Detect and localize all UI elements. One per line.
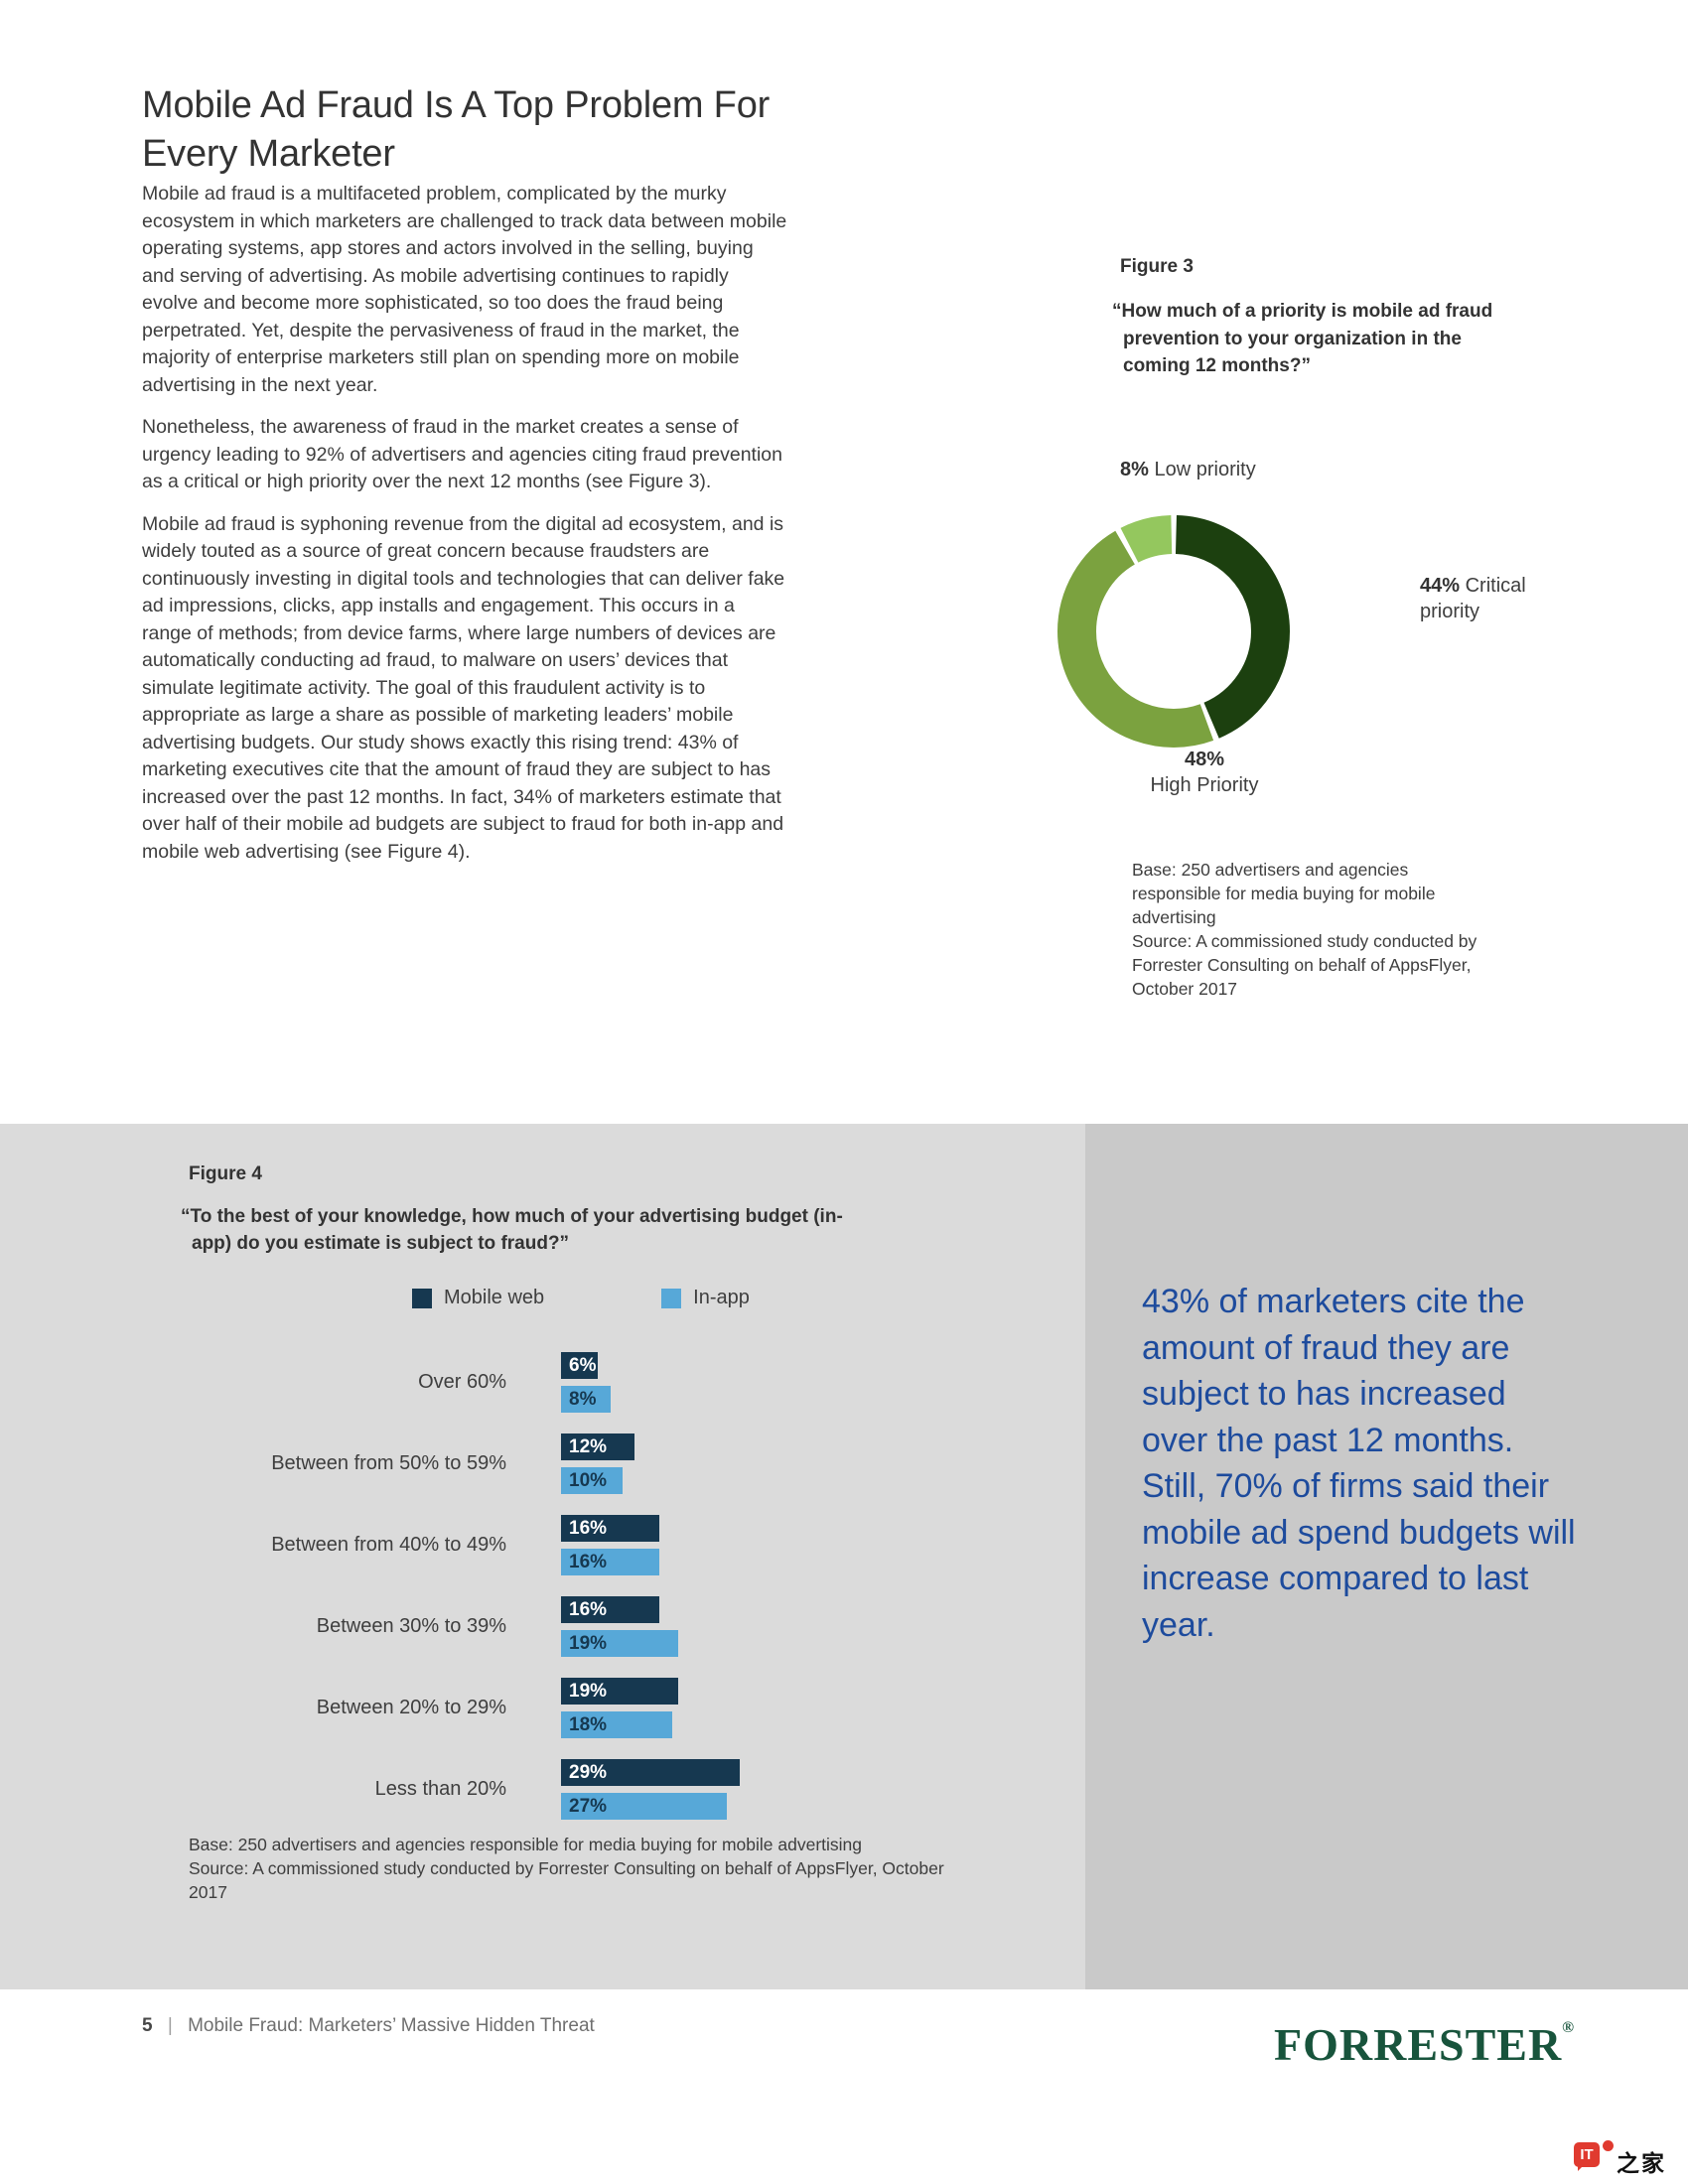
footer-separator: |	[167, 2015, 173, 2036]
body-paragraph: Nonetheless, the awareness of fraud in t…	[142, 416, 782, 492]
donut-label-low-text: Low priority	[1154, 459, 1256, 480]
bar-group-row: Between 30% to 39% 16% 19%	[189, 1596, 1053, 1657]
bar-category-label: Over 60%	[418, 1371, 506, 1393]
legend-item-in-app: In-app	[661, 1287, 750, 1309]
bar-pair: 29% 27%	[561, 1759, 740, 1820]
donut-slice-critical-priority	[1057, 515, 1290, 748]
mobile-web-bar: 6%	[561, 1352, 599, 1379]
page-title: Mobile Ad Fraud Is A Top Problem For Eve…	[142, 84, 771, 175]
bar-group-row: Between 20% to 29% 19% 18%	[189, 1678, 1053, 1738]
donut-label-high-pct: 48%	[1184, 749, 1225, 770]
legend-swatch-icon	[412, 1288, 432, 1308]
registered-mark-icon: ®	[1562, 2019, 1575, 2036]
watermark-badge-icon	[1603, 2140, 1614, 2151]
donut-svg	[1057, 515, 1290, 748]
mobile-web-bar: 16%	[561, 1515, 660, 1542]
donut-label-low-priority: 8% Low priority	[1120, 459, 1256, 481]
figure3-label: Figure 3	[1120, 256, 1194, 277]
mobile-web-bar: 16%	[561, 1596, 660, 1623]
figure3-base: Base: 250 advertisers and agencies respo…	[1132, 860, 1436, 927]
figure3-donut-chart	[1055, 512, 1293, 751]
figure4-source: Source: A commissioned study conducted b…	[189, 1858, 944, 1902]
mobile-web-bar: 19%	[561, 1678, 678, 1705]
ithome-logo-icon: IT	[1574, 2142, 1600, 2171]
in-app-bar: 19%	[561, 1630, 678, 1657]
donut-label-high-text: High Priority	[1150, 774, 1259, 796]
pull-quote-text: 43% of marketers cite the amount of frau…	[1142, 1283, 1576, 1644]
figure4-label: Figure 4	[189, 1163, 262, 1184]
bar-category-label: Between 30% to 39%	[316, 1615, 506, 1637]
bar-group-row: Between from 40% to 49% 16% 16%	[189, 1515, 1053, 1575]
bar-category-label: Between from 40% to 49%	[271, 1534, 506, 1556]
donut-slice-high-priority	[1057, 515, 1290, 748]
forrester-logo: FORRESTER®	[1274, 2018, 1574, 2071]
bar-group-row: Over 60% 6% 8%	[189, 1352, 1053, 1413]
bar-group-row: Between from 50% to 59% 12% 10%	[189, 1433, 1053, 1494]
figure4-legend: Mobile web In-app	[412, 1287, 750, 1309]
watermark-text: 之家	[1617, 2151, 1666, 2177]
bar-group-row: Less than 20% 29% 27%	[189, 1759, 1053, 1820]
figure3-source: Source: A commissioned study conducted b…	[1132, 931, 1477, 999]
bar-category-label: Between from 50% to 59%	[271, 1452, 506, 1474]
bar-pair: 16% 19%	[561, 1596, 678, 1657]
mobile-web-bar: 12%	[561, 1433, 635, 1460]
page-footer: 5 | Mobile Fraud: Marketers’ Massive Hid…	[142, 2015, 595, 2037]
figure4-base-source: Base: 250 advertisers and agencies respo…	[189, 1833, 958, 1904]
figure3-question: “How much of a priority is mobile ad fra…	[1112, 301, 1493, 376]
footer-doc-title: Mobile Fraud: Marketers’ Massive Hidden …	[188, 2015, 595, 2036]
donut-label-critical-text: Critical priority	[1420, 575, 1526, 622]
legend-swatch-icon	[661, 1288, 682, 1308]
donut-label-critical-priority: 44% Critical priority	[1420, 573, 1537, 624]
figure4-background-panel	[0, 1124, 1085, 1989]
legend-item-mobile-web: Mobile web	[412, 1287, 544, 1309]
bar-pair: 6% 8%	[561, 1352, 611, 1413]
donut-label-low-pct: 8%	[1120, 459, 1149, 480]
figure4-base: Base: 250 advertisers and agencies respo…	[189, 1835, 863, 1854]
bar-pair: 12% 10%	[561, 1433, 635, 1494]
bar-category-label: Between 20% to 29%	[316, 1697, 506, 1718]
body-paragraph: Mobile ad fraud is a multifaceted proble…	[142, 183, 787, 396]
pull-quote-panel	[1085, 1124, 1688, 1989]
in-app-bar: 18%	[561, 1711, 672, 1738]
mobile-web-bar: 29%	[561, 1759, 740, 1786]
page-number: 5	[142, 2015, 153, 2036]
body-text-column: Mobile ad fraud is a multifaceted proble…	[142, 181, 789, 881]
ithome-watermark: IT 之家	[1574, 2140, 1666, 2178]
bar-pair: 19% 18%	[561, 1678, 678, 1738]
forrester-logo-text: FORRESTER	[1274, 2019, 1563, 2070]
in-app-bar: 10%	[561, 1467, 623, 1494]
figure3-base-source: Base: 250 advertisers and agencies respo…	[1132, 858, 1494, 1001]
legend-label: In-app	[693, 1287, 750, 1308]
body-paragraph: Mobile ad fraud is syphoning revenue fro…	[142, 512, 785, 863]
bar-category-label: Less than 20%	[374, 1778, 506, 1800]
legend-label: Mobile web	[444, 1287, 545, 1308]
figure4-bar-chart: Over 60% 6% 8% Between from 50% to 59% 12% 10…	[189, 1352, 1053, 1841]
donut-label-high-priority: 48% High Priority	[1120, 747, 1289, 798]
in-app-bar: 8%	[561, 1386, 611, 1413]
figure4-question: “To the best of your knowledge, how much…	[181, 1206, 843, 1254]
in-app-bar: 16%	[561, 1549, 660, 1575]
in-app-bar: 27%	[561, 1793, 728, 1820]
donut-label-critical-pct: 44%	[1420, 575, 1461, 597]
bar-pair: 16% 16%	[561, 1515, 660, 1575]
